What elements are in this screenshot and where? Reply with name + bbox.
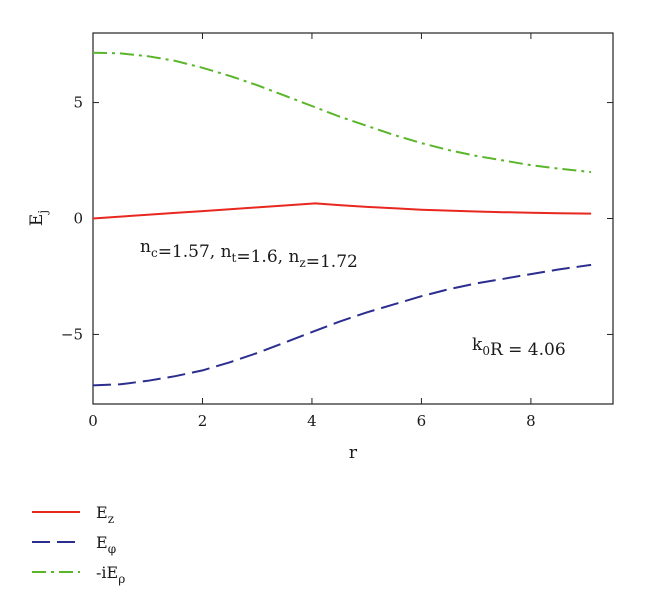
x-axis-label: r [349,443,358,463]
x-tick-label: 0 [88,412,98,430]
legend-label-1: Ez [96,503,114,526]
series-line-1 [92,202,592,220]
y-tick-label: 5 [73,94,83,112]
series-layer [92,51,592,387]
annotation-2: k0R = 4.06 [472,335,566,360]
series-line-3 [92,51,592,174]
y-axis-label: Ej [27,210,50,226]
series-line-2 [92,263,592,387]
x-tick-label: 6 [417,412,427,430]
axis-ticks: 0 2 4 6 8 −5 0 5 [61,33,613,430]
annotation-1: nc=1.57, nt=1.6, nz=1.72 [140,237,358,272]
legend-label-3: -iEρ [96,563,125,586]
legend-label-2: Eφ [96,533,116,556]
annotations: nc=1.57, nt=1.6, nz=1.72 k0R = 4.06 [140,237,566,360]
x-tick-label: 8 [526,412,536,430]
y-tick-label: −5 [61,325,83,343]
y-tick-label: 0 [73,210,83,228]
x-tick-label: 2 [198,412,208,430]
x-tick-label: 4 [307,412,317,430]
legend: Ez Eφ -iEρ [32,503,125,586]
